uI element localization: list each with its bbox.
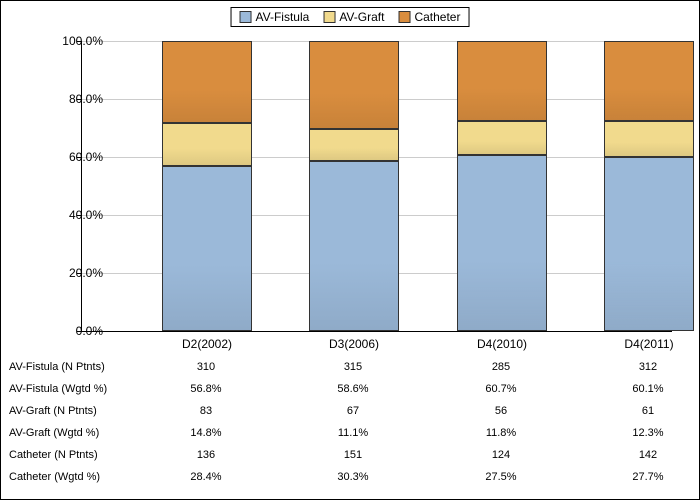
x-axis-category-label: D3(2006) (294, 337, 414, 351)
y-axis-tick-label: 100.0% (43, 34, 103, 48)
chart-frame: AV-Fistula AV-Graft Catheter D2(2002)D3(… (0, 0, 700, 500)
legend-item-graft: AV-Graft (323, 10, 384, 24)
bar-segment (457, 121, 547, 155)
table-cell: 61 (588, 405, 700, 417)
table-row-label: AV-Fistula (Wgtd %) (9, 383, 149, 395)
bar-group (162, 41, 252, 331)
bar-segment (457, 41, 547, 121)
bar-segment (604, 121, 694, 157)
legend-label-catheter: Catheter (414, 10, 460, 24)
plot-area: D2(2002)D3(2006)D4(2010)D4(2011) (81, 41, 672, 332)
legend: AV-Fistula AV-Graft Catheter (231, 7, 470, 27)
table-row-label: Catheter (Wgtd %) (9, 471, 149, 483)
table-cell: 11.1% (293, 427, 413, 439)
table-cell: 312 (588, 361, 700, 373)
table-cell: 60.1% (588, 383, 700, 395)
table-cell: 27.5% (441, 471, 561, 483)
bar-segment (604, 157, 694, 331)
table-cell: 310 (146, 361, 266, 373)
x-axis-category-label: D2(2002) (147, 337, 267, 351)
swatch-catheter (398, 11, 410, 23)
y-axis-tick-label: 0.0% (43, 324, 103, 338)
table-cell: 60.7% (441, 383, 561, 395)
bar-segment (162, 123, 252, 166)
bar-segment (309, 41, 399, 129)
table-cell: 12.3% (588, 427, 700, 439)
bar-segment (162, 166, 252, 331)
bar-segment (309, 129, 399, 161)
table-row-label: Catheter (N Ptnts) (9, 449, 149, 461)
table-cell: 136 (146, 449, 266, 461)
table-cell: 285 (441, 361, 561, 373)
y-axis-tick-label: 40.0% (43, 208, 103, 222)
swatch-fistula (240, 11, 252, 23)
bar-segment (604, 41, 694, 121)
bar-segment (309, 161, 399, 331)
x-axis-category-label: D4(2011) (589, 337, 700, 351)
y-axis-tick-label: 60.0% (43, 150, 103, 164)
table-row-label: AV-Graft (Wgtd %) (9, 427, 149, 439)
bar-group (309, 41, 399, 331)
table-cell: 28.4% (146, 471, 266, 483)
table-cell: 11.8% (441, 427, 561, 439)
bar-group (457, 41, 547, 331)
table-cell: 124 (441, 449, 561, 461)
swatch-graft (323, 11, 335, 23)
table-cell: 315 (293, 361, 413, 373)
table-cell: 14.8% (146, 427, 266, 439)
table-cell: 58.6% (293, 383, 413, 395)
table-cell: 142 (588, 449, 700, 461)
legend-item-fistula: AV-Fistula (240, 10, 310, 24)
bar-group (604, 41, 694, 331)
table-cell: 83 (146, 405, 266, 417)
legend-label-graft: AV-Graft (339, 10, 384, 24)
table-cell: 151 (293, 449, 413, 461)
table-cell: 56.8% (146, 383, 266, 395)
legend-label-fistula: AV-Fistula (256, 10, 310, 24)
table-cell: 56 (441, 405, 561, 417)
y-axis-tick-label: 20.0% (43, 266, 103, 280)
table-cell: 67 (293, 405, 413, 417)
table-cell: 27.7% (588, 471, 700, 483)
bar-segment (162, 41, 252, 123)
bar-segment (457, 155, 547, 331)
table-row-label: AV-Graft (N Ptnts) (9, 405, 149, 417)
x-axis-category-label: D4(2010) (442, 337, 562, 351)
y-axis-tick-label: 80.0% (43, 92, 103, 106)
legend-item-catheter: Catheter (398, 10, 460, 24)
table-row-label: AV-Fistula (N Ptnts) (9, 361, 149, 373)
table-cell: 30.3% (293, 471, 413, 483)
